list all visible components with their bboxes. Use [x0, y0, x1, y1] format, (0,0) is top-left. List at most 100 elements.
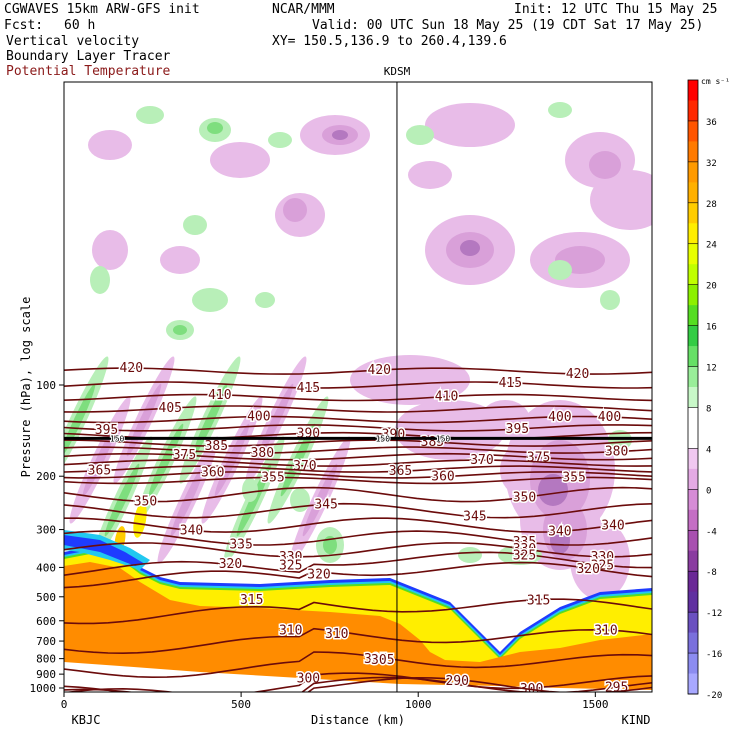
velocity-shading	[406, 125, 434, 145]
isentrope-320	[64, 561, 652, 589]
colorbar-label: 20	[706, 282, 717, 292]
y-tick-label: 600	[36, 615, 56, 628]
colorbar-swatch	[688, 612, 698, 634]
velocity-shading	[242, 478, 258, 502]
isentrope-label: 355	[562, 471, 585, 486]
isentrope-label: 385	[205, 439, 228, 454]
isentrope-label: 350	[513, 490, 536, 505]
velocity-shading	[183, 215, 207, 235]
colorbar-label: 28	[706, 200, 717, 210]
isentrope-label: 400	[598, 410, 621, 425]
isentrope-label: 305	[371, 653, 394, 668]
colorbar-swatch	[688, 407, 698, 429]
isentrope-330	[64, 542, 652, 558]
x-end-station: KIND	[622, 713, 651, 727]
isentrope-label: 405	[159, 401, 182, 416]
colorbar-swatch	[688, 182, 698, 204]
velocity-shading	[425, 103, 515, 147]
colorbar-swatch	[688, 427, 698, 449]
pressure-150-label: 150	[376, 434, 391, 443]
isentrope-label: 315	[240, 593, 263, 608]
org-label: NCAR/MMM	[272, 2, 335, 17]
x-tick-label: 1000	[405, 698, 432, 711]
isentrope-label: 345	[314, 497, 337, 512]
isentrope-label: 290	[445, 674, 468, 689]
colorbar-swatch	[688, 673, 698, 695]
isentrope-label: 365	[88, 464, 111, 479]
isentrope-355	[64, 476, 652, 485]
axes: 0 500 1000 15001002003004005006007008009001…	[30, 379, 609, 711]
isentrope-410	[64, 393, 652, 402]
isentrope-360	[64, 471, 652, 479]
isentrope-label: 370	[470, 453, 493, 468]
isentrope-label: 375	[527, 451, 550, 466]
isentrope-label: 360	[201, 465, 224, 480]
colorbar-label: 0	[706, 486, 711, 496]
isentrope-label: 305	[364, 652, 387, 667]
isentrope-label: 325	[513, 548, 536, 563]
velocity-shading	[589, 151, 621, 179]
colorbar-swatch	[688, 448, 698, 470]
velocity-shading	[548, 260, 572, 280]
y-tick-label: 900	[36, 668, 56, 681]
velocity-shading	[302, 463, 338, 537]
isentrope-label: 355	[261, 470, 284, 485]
velocity-shading	[133, 502, 147, 538]
colorbar-swatch	[688, 202, 698, 224]
isentrope-label: 330	[591, 550, 614, 565]
velocity-shading	[88, 130, 132, 160]
colorbar-swatch	[688, 80, 698, 101]
isentrope-label: 330	[279, 550, 302, 565]
velocity-shading	[268, 132, 292, 148]
x-tick-label: 0	[61, 698, 68, 711]
colorbar-label: 36	[706, 118, 717, 128]
colorbar-label: -20	[706, 691, 722, 701]
y-tick-label: 400	[36, 561, 56, 574]
model-title: CGWAVES 15km ARW-GFS init	[4, 2, 200, 17]
valid-time: Valid: 00 UTC Sun 18 May 25 (19 CDT Sat …	[312, 18, 704, 33]
isentrope-340	[64, 517, 652, 533]
plot-frame	[63, 81, 653, 693]
isentrope-label: 380	[251, 446, 274, 461]
velocity-shading	[600, 290, 620, 310]
isentrope-label: 415	[499, 376, 522, 391]
velocity-shading	[332, 130, 348, 140]
velocity-shading	[290, 488, 310, 512]
pressure-150-label: 150	[436, 434, 451, 443]
isentrope-label: 320	[307, 568, 330, 583]
x-start-station: KBJC	[72, 713, 101, 727]
isentrope-label: 310	[594, 623, 617, 638]
isentrope-350	[64, 486, 652, 503]
y-tick-label: 800	[36, 653, 56, 666]
tracer-edge-blue	[64, 535, 145, 566]
x-axis-label: Distance (km)	[311, 713, 405, 727]
colorbar-label: -8	[706, 568, 717, 578]
isentrope-345	[64, 502, 652, 519]
isentrope-405	[64, 405, 652, 413]
colorbar-label: -4	[706, 527, 717, 537]
y-tick-label: 100	[36, 379, 56, 392]
velocity-shading	[460, 240, 480, 256]
isentrope-label: 335	[229, 537, 252, 552]
colorbar-swatch	[688, 489, 698, 511]
isentrope-label: 325	[279, 558, 302, 573]
colorbar-swatch	[688, 305, 698, 327]
isentrope-label: 420	[368, 363, 391, 378]
colorbar-swatch	[688, 100, 698, 122]
colorbar-swatch	[688, 223, 698, 245]
colorbar-unit: cm s⁻¹	[701, 77, 730, 86]
colorbar-swatch	[688, 141, 698, 163]
isentrope-310	[64, 627, 652, 655]
isentrope-label: 300	[520, 682, 543, 697]
isentrope-label: 295	[605, 681, 628, 696]
isentrope-label: 340	[180, 523, 203, 538]
isentrope-label: 410	[208, 388, 231, 403]
x-tick-label: 1500	[582, 698, 609, 711]
velocity-shading	[90, 266, 110, 294]
colorbar-swatch	[688, 632, 698, 654]
isentrope-label: 400	[247, 410, 270, 425]
y-tick-label: 500	[36, 591, 56, 604]
colorbar-swatch	[688, 530, 698, 552]
colorbar-swatch	[688, 346, 698, 368]
